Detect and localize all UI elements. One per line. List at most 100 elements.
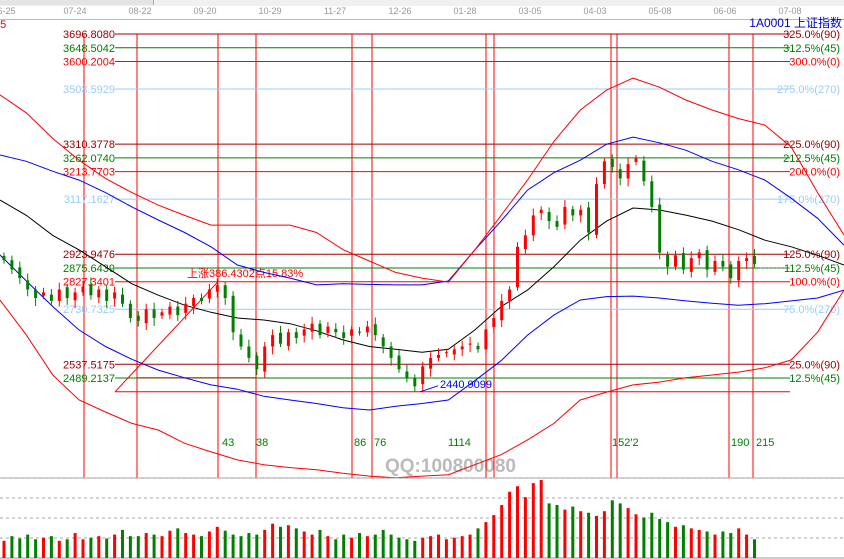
fib-price-label: 3503.5929 <box>63 84 115 96</box>
symbol-title: 1A0001 上证指数 <box>749 16 842 30</box>
volume-bar <box>650 512 654 558</box>
candle-body <box>350 329 354 336</box>
volume-bar <box>405 539 409 558</box>
candle-body <box>492 317 496 328</box>
volume-bar <box>737 528 741 558</box>
volume-bar <box>239 536 243 558</box>
moving-average-line <box>0 136 844 286</box>
candle-body <box>57 289 61 301</box>
volume-bar <box>729 533 733 558</box>
candle-body <box>365 326 369 333</box>
candle-body <box>144 309 148 324</box>
candle-body <box>650 181 654 207</box>
candle-body <box>444 352 448 354</box>
candle-body <box>73 292 77 301</box>
candle-body <box>239 334 243 347</box>
volume-bar <box>373 534 377 558</box>
candle-body <box>34 289 38 299</box>
candle-body <box>397 355 401 370</box>
fib-percent-label: 112.5%(45) <box>784 263 840 275</box>
volume-bar <box>500 504 504 558</box>
candle-body <box>571 209 575 216</box>
volume-bar <box>539 480 543 558</box>
candle-body <box>689 258 693 272</box>
fib-price-label: 2537.5175 <box>63 359 115 371</box>
volume-bar <box>192 534 196 558</box>
volume-bar <box>144 533 148 558</box>
volume-bar <box>326 536 330 558</box>
candle-body <box>302 329 306 336</box>
candle-body <box>563 206 567 225</box>
date-tick-label: 11-27 <box>323 6 347 16</box>
fib-percent-label: 225.0%(90) <box>783 139 840 151</box>
volume-bar <box>176 528 180 558</box>
candle-body <box>500 300 504 321</box>
date-tick-label: 10-29 <box>258 6 282 16</box>
volume-bar <box>247 533 251 558</box>
volume-bar <box>397 537 401 558</box>
candle-body <box>705 250 709 270</box>
volume-bar <box>618 503 622 558</box>
candle-body <box>531 215 535 236</box>
volume-bar <box>389 534 393 558</box>
candle-body <box>681 253 685 270</box>
candle-body <box>231 295 235 333</box>
candle-body <box>18 267 22 279</box>
candle-body <box>42 292 45 296</box>
candle-body <box>97 289 101 298</box>
cycle-count-label: 38 <box>256 437 268 449</box>
volume-bar <box>365 536 369 558</box>
volume-bar <box>231 534 235 558</box>
cycle-count-label: 152'2 <box>612 437 639 449</box>
volume-bar <box>674 526 677 558</box>
volume-bar <box>571 506 575 558</box>
candle-body <box>271 335 275 347</box>
volume-bar <box>294 528 298 558</box>
volume-bar <box>713 534 717 558</box>
candle-body <box>286 332 290 346</box>
moving-average-line <box>0 199 844 353</box>
candle-body <box>334 328 338 333</box>
volume-bar <box>128 536 132 558</box>
volume-bar <box>413 540 417 558</box>
fib-percent-label: 12.5%(45) <box>789 373 840 385</box>
fib-price-label: 3117.1627 <box>64 194 115 206</box>
volume-bar <box>263 529 267 558</box>
moving-average-line <box>0 254 844 411</box>
candle-body <box>65 287 69 299</box>
candle-body <box>310 323 314 332</box>
fib-percent-label: 75.0%(270) <box>783 304 840 316</box>
volume-bar <box>753 539 756 558</box>
moving-average-line <box>0 77 844 283</box>
fib-percent-label: 325.0%(90) <box>783 29 840 41</box>
volume-bar <box>610 500 614 558</box>
candle-body <box>729 264 733 279</box>
candle-body <box>413 377 417 387</box>
volume-bar <box>160 536 164 558</box>
cycle-count-label: 86 <box>354 437 366 449</box>
candle-body <box>460 346 464 350</box>
volume-bar <box>302 531 306 558</box>
cycle-count-label: 1114 <box>448 437 471 449</box>
volume-bar <box>184 533 188 558</box>
candle-body <box>318 323 322 336</box>
date-tick-label: 04-03 <box>583 6 607 16</box>
volume-bar <box>492 515 496 558</box>
candle-body <box>247 346 251 358</box>
volume-bar <box>65 539 69 558</box>
date-tick-label: 01-28 <box>453 6 477 16</box>
candle-body <box>373 324 377 336</box>
candle-body <box>192 298 196 307</box>
fib-price-label: 2827.3401 <box>63 277 115 289</box>
cycle-count-label: 215 <box>756 437 774 449</box>
fib-percent-label: 312.5%(45) <box>783 43 840 55</box>
candle-body <box>215 285 219 292</box>
fib-price-label: 3262.0740 <box>63 153 115 165</box>
candle-body <box>745 258 749 262</box>
candle-body <box>602 161 606 185</box>
date-tick-label: 07-24 <box>63 6 87 16</box>
scrollbar-thumb[interactable] <box>0 0 154 5</box>
volume-bar <box>595 515 598 558</box>
volume-bar <box>310 534 314 558</box>
